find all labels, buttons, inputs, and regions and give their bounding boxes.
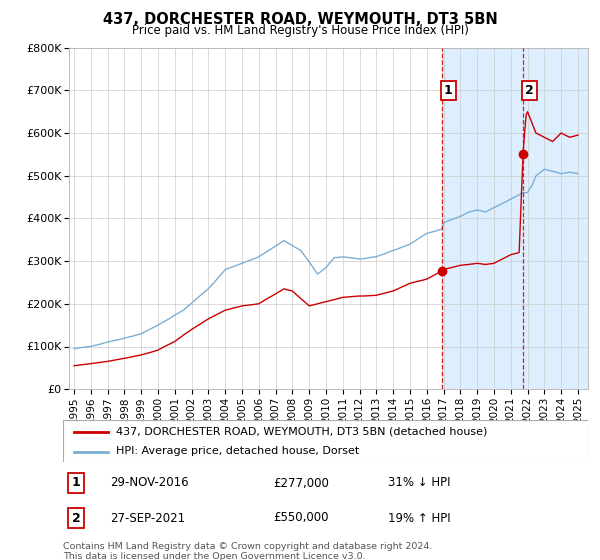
Text: 2: 2 bbox=[524, 84, 533, 97]
Text: 1: 1 bbox=[72, 477, 80, 489]
Text: 31% ↓ HPI: 31% ↓ HPI bbox=[389, 477, 451, 489]
Text: 437, DORCHESTER ROAD, WEYMOUTH, DT3 5BN (detached house): 437, DORCHESTER ROAD, WEYMOUTH, DT3 5BN … bbox=[115, 427, 487, 437]
Text: Contains HM Land Registry data © Crown copyright and database right 2024.
This d: Contains HM Land Registry data © Crown c… bbox=[63, 542, 433, 560]
Text: HPI: Average price, detached house, Dorset: HPI: Average price, detached house, Dors… bbox=[115, 446, 359, 456]
Text: £277,000: £277,000 bbox=[273, 477, 329, 489]
Text: 27-SEP-2021: 27-SEP-2021 bbox=[110, 511, 185, 525]
Text: 437, DORCHESTER ROAD, WEYMOUTH, DT3 5BN: 437, DORCHESTER ROAD, WEYMOUTH, DT3 5BN bbox=[103, 12, 497, 27]
Text: 1: 1 bbox=[444, 84, 452, 97]
Text: 2: 2 bbox=[72, 511, 80, 525]
Bar bbox=[442, 48, 588, 389]
Text: 29-NOV-2016: 29-NOV-2016 bbox=[110, 477, 189, 489]
Text: Price paid vs. HM Land Registry's House Price Index (HPI): Price paid vs. HM Land Registry's House … bbox=[131, 24, 469, 36]
Text: 19% ↑ HPI: 19% ↑ HPI bbox=[389, 511, 451, 525]
Text: £550,000: £550,000 bbox=[273, 511, 329, 525]
FancyBboxPatch shape bbox=[63, 420, 588, 462]
